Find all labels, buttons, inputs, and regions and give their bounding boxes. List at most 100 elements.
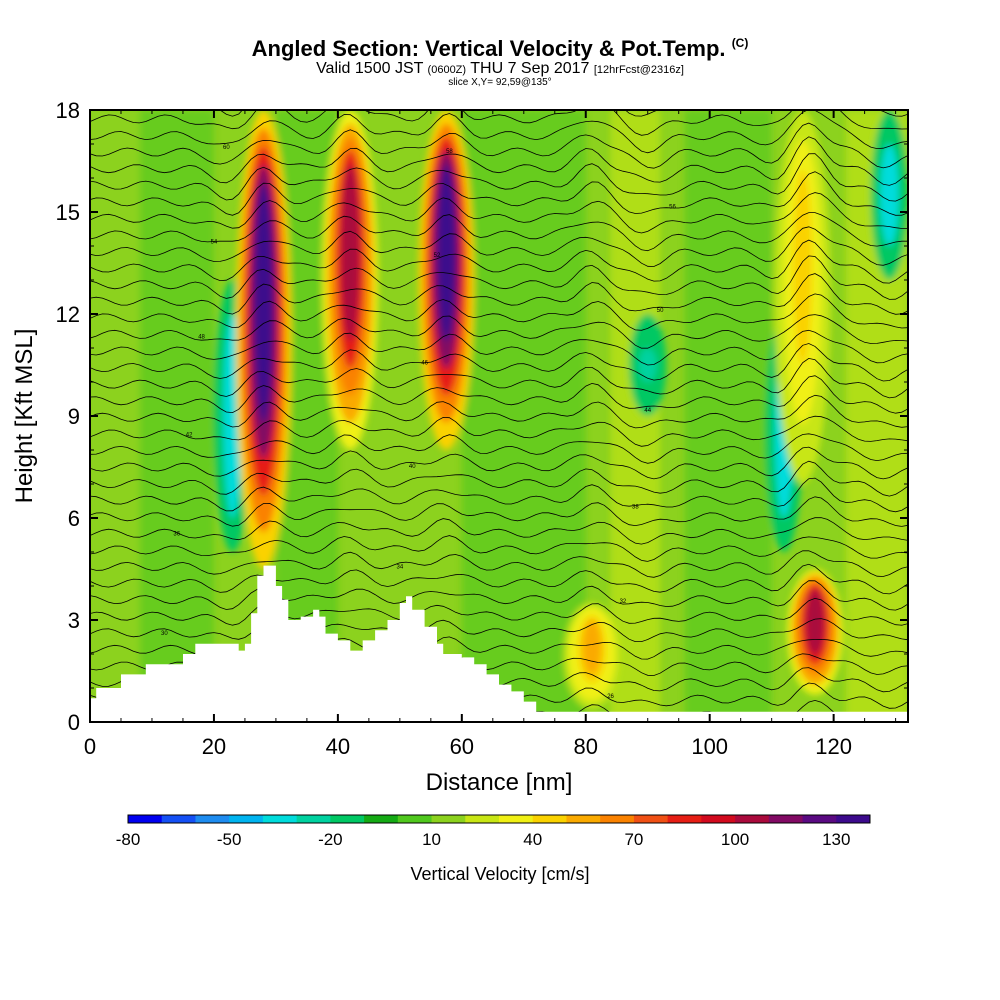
x-tick-label: 60 — [450, 734, 474, 759]
field-band — [610, 110, 661, 722]
theta-contour — [90, 212, 908, 252]
theta-contour — [90, 580, 908, 611]
theta-contour-label: 58 — [446, 149, 453, 155]
theta-contour-label: 24 — [149, 730, 156, 736]
title-tag: (C) — [731, 36, 749, 50]
theta-contour-label: 56 — [669, 204, 676, 210]
x-tick-label: 20 — [202, 734, 226, 759]
theta-contour — [90, 314, 908, 349]
theta-contour-label: 60 — [223, 145, 230, 151]
colorbar-swatch — [161, 815, 196, 823]
y-tick-label: 12 — [56, 302, 80, 327]
theta-contour — [90, 51, 908, 103]
x-axis: 0 20 40 60 80 100 120 — [84, 110, 897, 759]
colorbar-swatch — [532, 815, 567, 823]
theta-contour — [219, 110, 908, 117]
x-tick-label: 0 — [84, 734, 96, 759]
colorbar-swatch — [128, 815, 163, 823]
y-tick-label: 0 — [68, 710, 80, 735]
colorbar-swatch — [364, 815, 399, 823]
theta-contour — [90, 433, 908, 464]
theta-contour-label: 44 — [644, 408, 651, 414]
colorbar-swatch — [431, 815, 466, 823]
theta-contour-label: 36 — [173, 531, 180, 537]
colorbar-swatch — [465, 815, 500, 823]
theta-contour — [90, 375, 908, 414]
theta-contour — [90, 34, 908, 88]
x-tick-label: 100 — [691, 734, 728, 759]
y-tick-label: 9 — [68, 404, 80, 429]
colorbar-swatch — [566, 815, 601, 823]
theta-contour — [90, 535, 908, 562]
chart-subtitle: Valid 1500 JST (0600Z) THU 7 Sep 2017 [1… — [316, 60, 684, 77]
colorbar-tick-label: 10 — [422, 830, 441, 849]
theta-contour — [90, 477, 908, 513]
theta-contour-label: 48 — [198, 335, 205, 341]
velocity-field — [90, 110, 908, 722]
x-tick-label: 120 — [815, 734, 852, 759]
theta-contour — [90, 136, 908, 186]
colorbar-swatch — [802, 815, 837, 823]
colorbar-swatch — [195, 815, 230, 823]
theta-contour — [90, 171, 908, 216]
theta-contour — [90, 110, 908, 154]
colorbar: -80 -50 -20 10 40 70 100 130 — [116, 814, 871, 849]
theta-contour — [90, 239, 908, 284]
colorbar-swatch — [701, 815, 736, 823]
theta-contour — [90, 273, 908, 315]
theta-contour — [90, 329, 908, 366]
theta-contour-label: 32 — [620, 599, 627, 605]
colorbar-tick-label: -50 — [217, 830, 242, 849]
theta-contour-label: 62 — [682, 102, 689, 108]
colorbar-swatch — [768, 815, 804, 823]
colorbar-swatch — [836, 815, 871, 823]
theta-contour-label: 30 — [161, 631, 168, 637]
updraft-core — [340, 164, 360, 342]
theta-contour — [90, 122, 908, 169]
theta-contour-label: 50 — [657, 308, 664, 314]
theta-contour-label: 40 — [409, 464, 416, 470]
colorbar-swatch — [633, 815, 669, 823]
updraft-core — [582, 619, 602, 675]
updraft-core — [793, 169, 812, 365]
colorbar-label: Vertical Velocity [cm/s] — [410, 864, 589, 884]
theta-contour — [90, 192, 908, 234]
colorbar-tick-label: -20 — [318, 830, 343, 849]
theta-contour — [90, 517, 908, 545]
terrain-shape — [90, 565, 908, 722]
colorbar-swatch — [499, 815, 534, 823]
theta-contour — [90, 563, 908, 595]
chart-title: Angled Section: Vertical Velocity & Pot.… — [251, 36, 749, 61]
field-band — [90, 110, 140, 722]
x-tick-label: 40 — [326, 734, 350, 759]
colorbar-tick-label: 100 — [721, 830, 749, 849]
theta-contour — [90, 446, 908, 480]
theta-contour — [90, 496, 908, 527]
downdraft-core — [880, 144, 899, 246]
colorbar-tick-label: 40 — [523, 830, 542, 849]
theta-contour — [90, 153, 908, 202]
theta-contour — [90, 460, 908, 497]
theta-contour-label: 52 — [434, 253, 441, 259]
colorbar-swatch — [600, 815, 635, 823]
terrain — [90, 565, 908, 722]
colorbar-swatch — [397, 815, 433, 823]
colorbar-swatch — [229, 815, 264, 823]
theta-contour — [90, 618, 908, 642]
colorbar-swatch — [330, 815, 365, 823]
colorbar-swatch — [735, 815, 770, 823]
theta-contour — [90, 550, 908, 578]
theta-contour — [90, 293, 908, 331]
theta-contour-label: 64 — [458, 55, 465, 61]
theta-contour — [90, 357, 908, 399]
theta-contour-label: 38 — [632, 504, 639, 510]
x-tick-label: 80 — [574, 734, 598, 759]
theta-contour — [90, 255, 908, 300]
colorbar-tick-label: 70 — [624, 830, 643, 849]
theta-contours: 2426283032343638404244464850525456586062… — [90, 34, 908, 736]
colorbar-swatch — [262, 815, 298, 823]
theta-contour — [90, 597, 908, 626]
y-tick-label: 18 — [56, 98, 80, 123]
